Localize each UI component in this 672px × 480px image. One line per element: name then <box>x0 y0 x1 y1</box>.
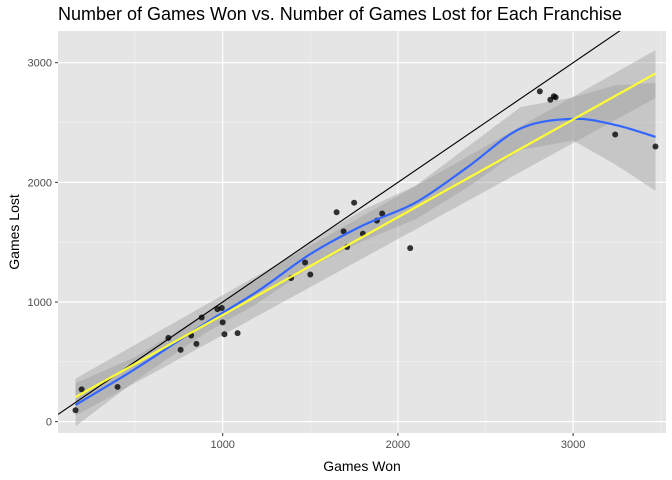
data-point <box>351 199 358 206</box>
data-point <box>218 304 225 311</box>
y-tick-label: 0 <box>46 417 52 429</box>
data-point <box>72 407 79 414</box>
chart-title: Number of Games Won vs. Number of Games … <box>58 4 622 24</box>
y-axis: 0 1000 2000 3000 <box>28 58 58 429</box>
data-point <box>177 346 184 353</box>
x-axis-title: Games Won <box>323 458 401 474</box>
x-tick-label: 1000 <box>210 439 234 451</box>
x-tick-label: 3000 <box>561 439 585 451</box>
data-point <box>193 340 200 347</box>
data-point <box>652 143 659 150</box>
data-point <box>114 383 121 390</box>
data-point <box>234 330 241 337</box>
y-tick-label: 2000 <box>28 177 52 189</box>
data-point <box>379 210 386 217</box>
data-point <box>165 334 172 341</box>
data-point <box>612 131 619 138</box>
data-point <box>221 331 228 338</box>
reference-line <box>58 31 621 415</box>
data-point <box>407 245 414 252</box>
x-axis: 1000 2000 3000 <box>210 433 585 451</box>
data-point <box>307 271 314 278</box>
y-tick-label: 1000 <box>28 297 52 309</box>
y-axis-title: Games Lost <box>6 194 22 270</box>
data-point <box>198 314 205 321</box>
x-tick-label: 2000 <box>386 439 410 451</box>
data-point <box>78 386 85 393</box>
data-point <box>552 94 559 101</box>
linear-fit-line <box>74 72 657 399</box>
plot-area <box>58 31 659 427</box>
plot-panel <box>58 31 666 433</box>
data-point <box>333 209 340 216</box>
data-point <box>340 228 347 235</box>
data-point <box>536 88 543 95</box>
data-point <box>302 259 309 266</box>
smooth-confidence-band <box>75 83 656 427</box>
y-tick-label: 3000 <box>28 58 52 70</box>
data-point <box>219 319 226 326</box>
